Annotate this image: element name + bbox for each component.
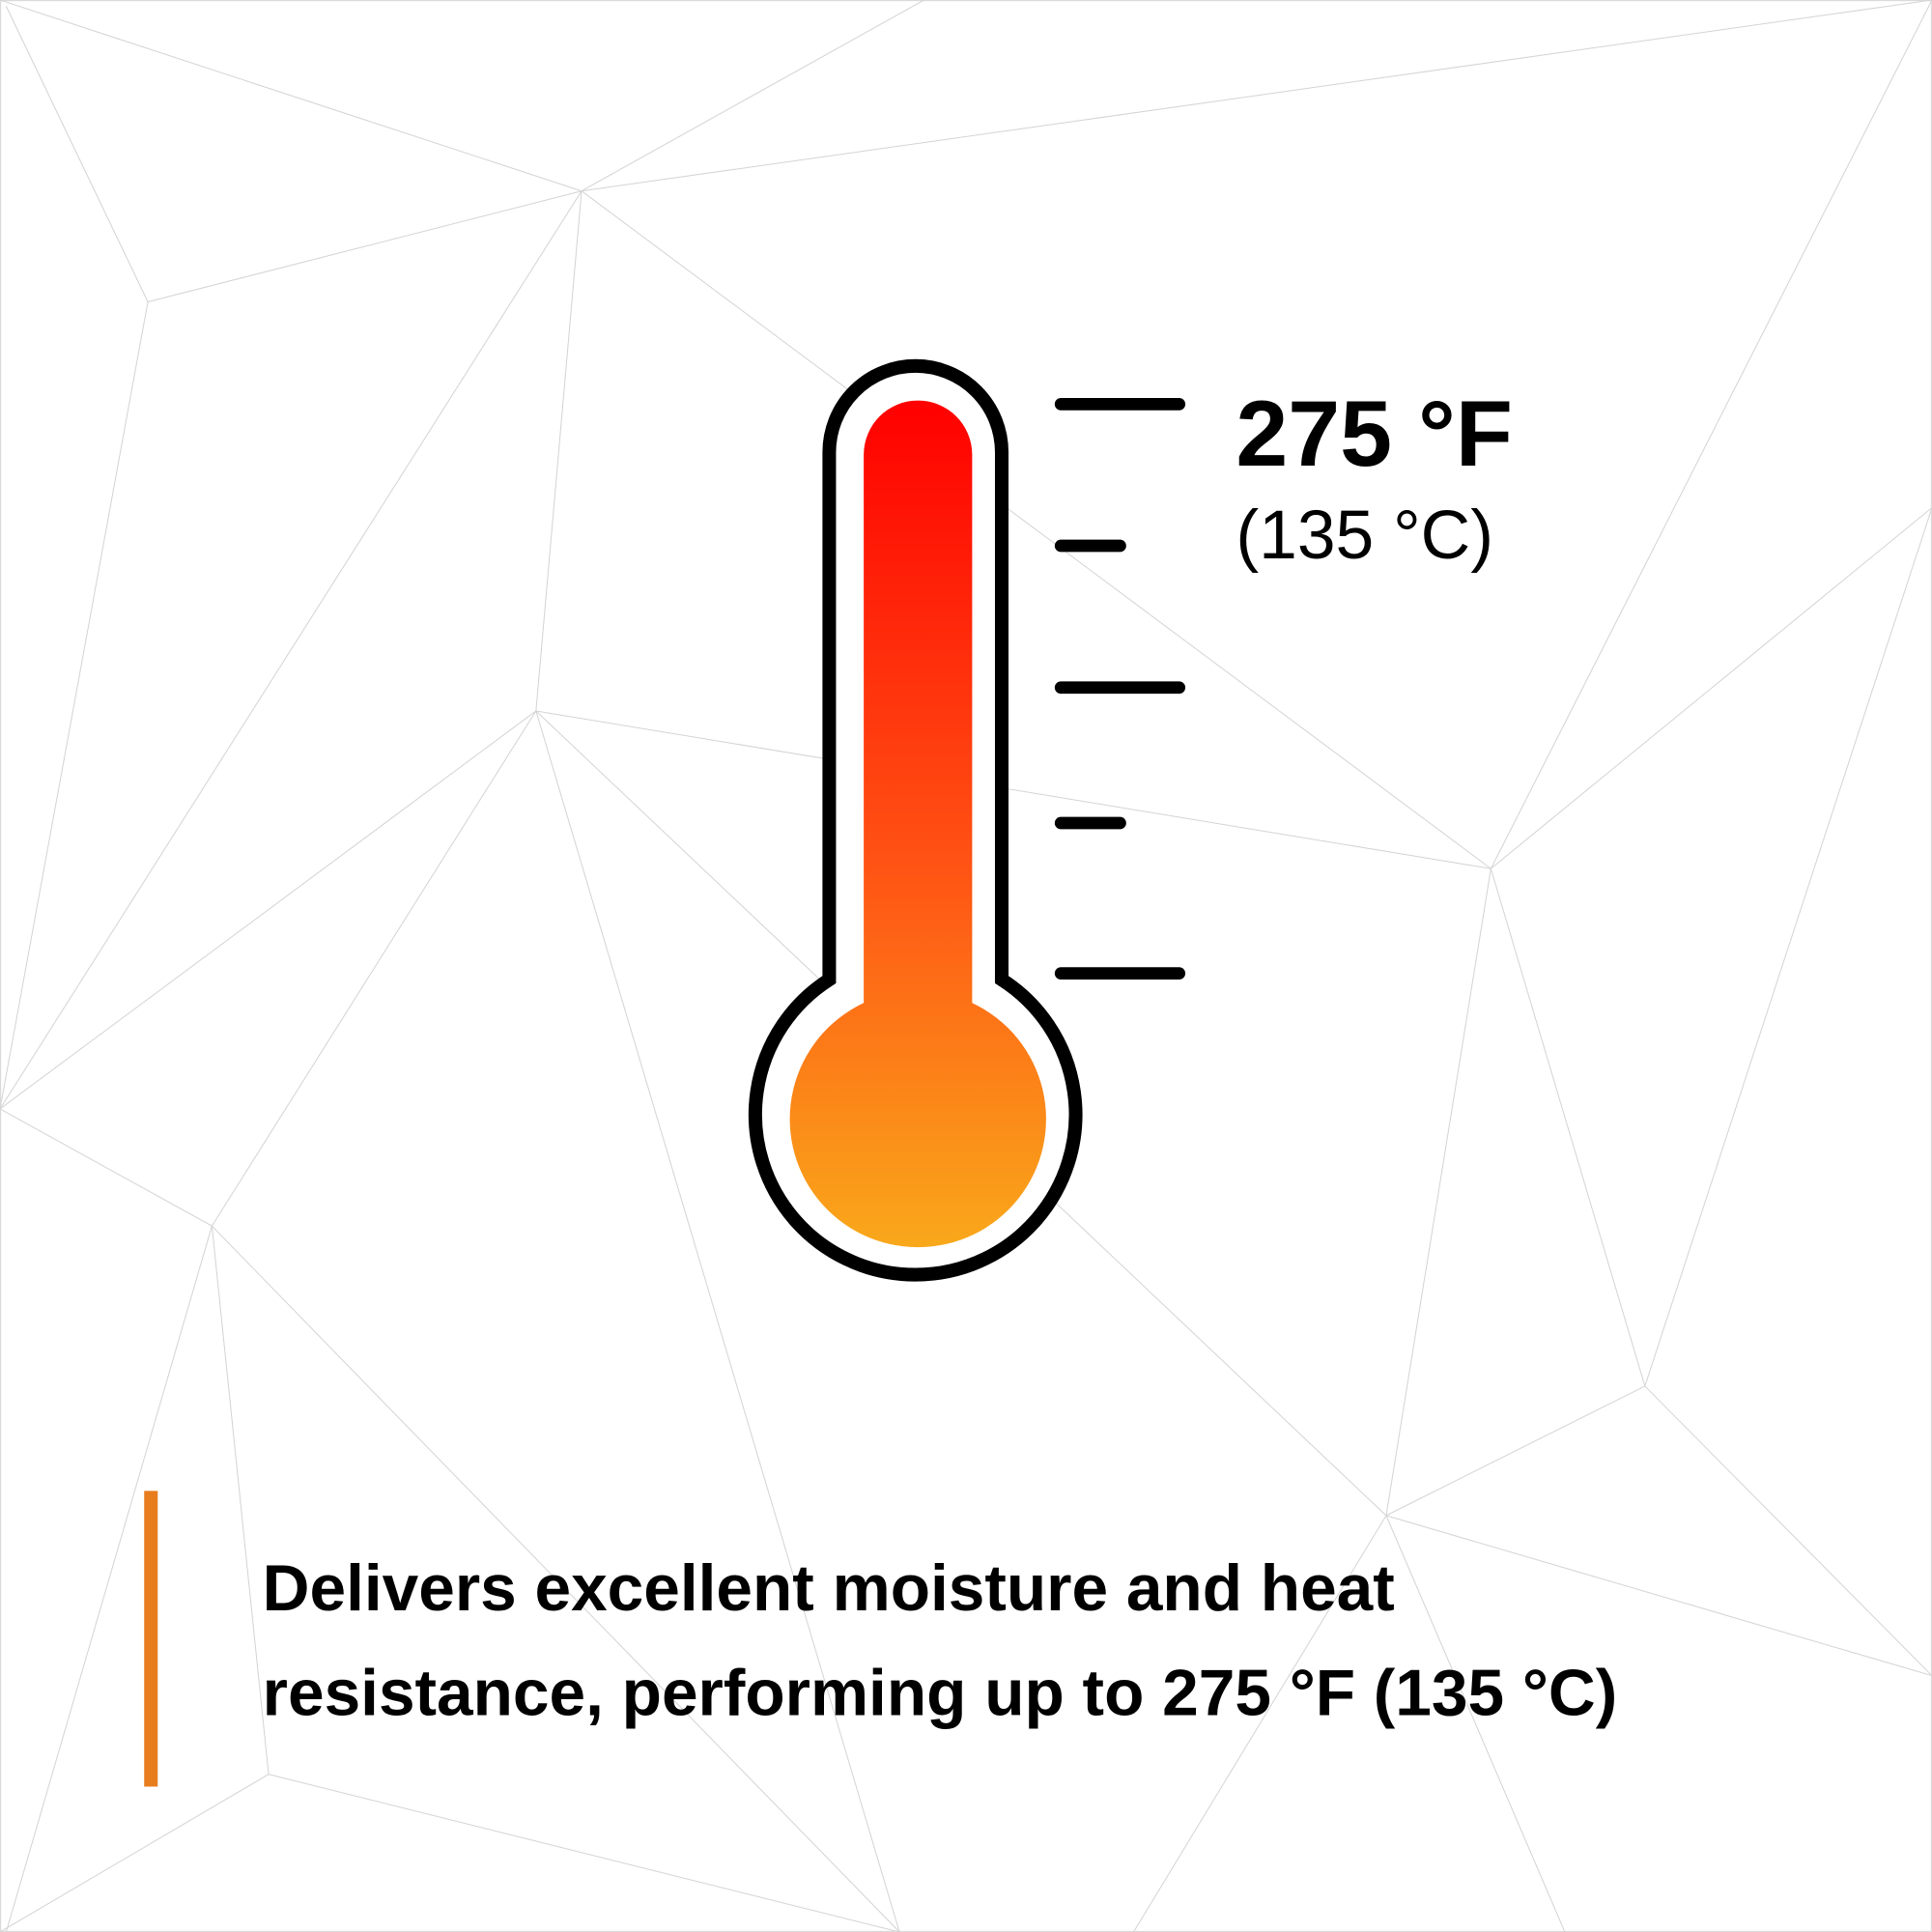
temperature-celsius: (135 °C) bbox=[1236, 497, 1493, 574]
thermometer-icon bbox=[748, 358, 1083, 1282]
temperature-fahrenheit: 275 °F bbox=[1236, 381, 1513, 486]
thermometer-fill bbox=[789, 400, 1046, 1248]
accent-bar bbox=[144, 1491, 158, 1787]
thermometer-scale bbox=[1054, 397, 1186, 980]
caption-line-2: resistance, performing up to 275 °F (135… bbox=[263, 1658, 1618, 1730]
caption-line-1: Delivers excellent moisture and heat bbox=[263, 1552, 1395, 1625]
